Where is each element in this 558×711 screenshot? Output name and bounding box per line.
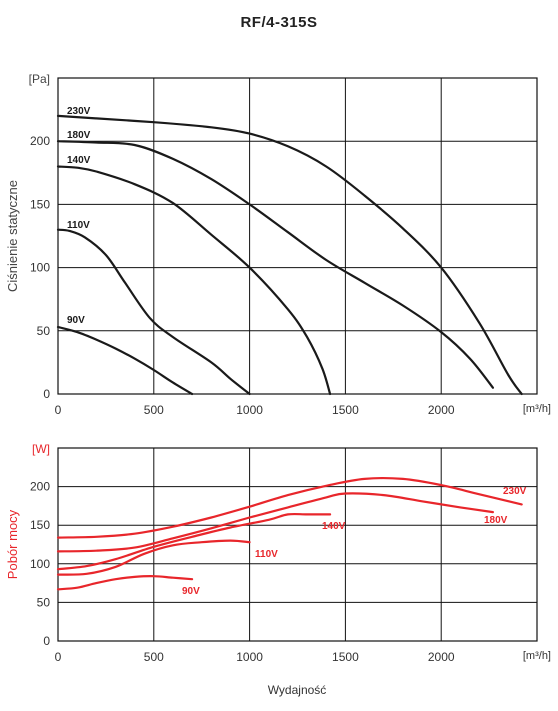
power-series-label-230v: 230V bbox=[503, 486, 527, 497]
power-y-axis-label: Pobór mocy bbox=[5, 509, 20, 579]
power-y-tick-label: 0 bbox=[43, 634, 50, 648]
pressure-curve-180v bbox=[56, 140, 494, 389]
power-series-label-110v: 110V bbox=[255, 549, 278, 560]
power-curve-140v bbox=[56, 512, 332, 571]
pressure-y-unit: [Pa] bbox=[29, 72, 50, 86]
pressure-series-label-140v: 140V bbox=[67, 155, 91, 166]
pressure-series-label-110v: 110V bbox=[67, 220, 90, 231]
pressure-series-label-90v: 90V bbox=[67, 315, 85, 326]
pressure-curve-230v bbox=[56, 114, 523, 396]
power-plot-frame bbox=[57, 447, 538, 642]
power-x-tick-label: 1000 bbox=[236, 650, 263, 664]
power-curve-230v bbox=[56, 476, 523, 539]
power-y-tick-label: 200 bbox=[30, 480, 50, 494]
power-x-unit: [m³/h] bbox=[523, 650, 551, 662]
pressure-y-tick-label: 150 bbox=[30, 197, 50, 211]
power-curve-180v bbox=[56, 492, 494, 553]
power-y-tick-label: 50 bbox=[37, 595, 51, 609]
power-y-tick-label: 150 bbox=[30, 518, 50, 532]
pressure-y-tick-label: 0 bbox=[43, 387, 50, 401]
power-series-label-90v: 90V bbox=[182, 586, 200, 597]
pressure-x-tick-label: 0 bbox=[55, 403, 62, 417]
power-x-tick-label: 1500 bbox=[332, 650, 359, 664]
power-series-label-180v: 180V bbox=[484, 515, 508, 526]
pressure-x-tick-label: 1500 bbox=[332, 403, 359, 417]
pressure-x-unit: [m³/h] bbox=[523, 403, 551, 415]
power-curve-90v bbox=[56, 575, 194, 591]
pressure-curve-110v bbox=[56, 228, 251, 396]
power-series-label-140v: 140V bbox=[322, 521, 346, 532]
pressure-y-tick-label: 50 bbox=[37, 324, 51, 338]
pressure-curve-90v bbox=[56, 325, 194, 396]
chart-title: RF/4-315S bbox=[240, 14, 318, 31]
pressure-x-tick-label: 2000 bbox=[428, 403, 455, 417]
pressure-series-label-180v: 180V bbox=[67, 130, 91, 141]
power-curve-110v bbox=[56, 539, 251, 576]
pressure-plot-frame bbox=[57, 77, 538, 395]
pressure-curve-140v bbox=[56, 165, 332, 396]
power-x-tick-label: 2000 bbox=[428, 650, 455, 664]
pressure-y-axis-label: Ciśnienie statyczne bbox=[5, 180, 20, 292]
power-x-tick-label: 0 bbox=[55, 650, 62, 664]
power-y-unit: [W] bbox=[32, 442, 50, 456]
pressure-series-label-230v: 230V bbox=[67, 106, 91, 117]
pressure-x-tick-label: 500 bbox=[144, 403, 164, 417]
pressure-y-tick-label: 100 bbox=[30, 261, 50, 275]
pressure-x-tick-label: 1000 bbox=[236, 403, 263, 417]
pressure-y-tick-label: 200 bbox=[30, 134, 50, 148]
power-x-tick-label: 500 bbox=[144, 650, 164, 664]
x-axis-label: Wydajność bbox=[268, 683, 327, 697]
power-y-tick-label: 100 bbox=[30, 557, 50, 571]
